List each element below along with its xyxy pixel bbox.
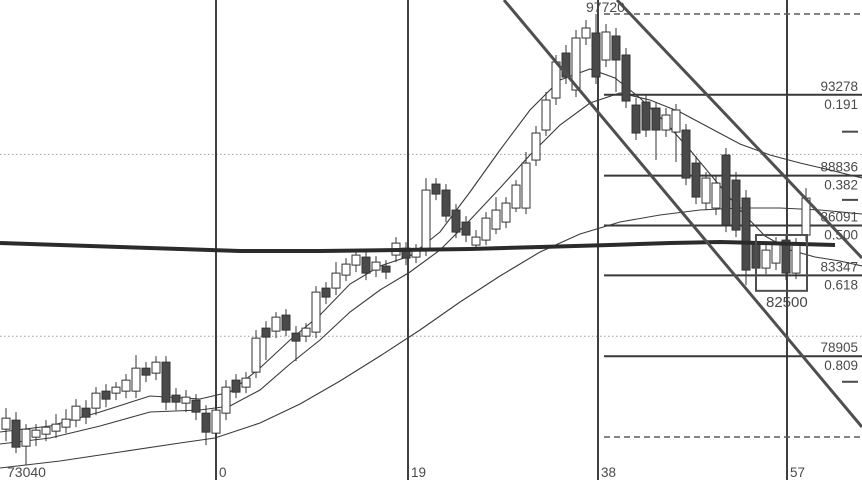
candle-body-down	[171, 394, 181, 403]
candle-body-down	[361, 256, 371, 274]
candle-body-up	[371, 261, 381, 271]
candle-body-up	[61, 418, 71, 428]
fib-price-label: 93278	[820, 79, 858, 94]
peak-high-label: 97720	[586, 0, 625, 15]
candle-body-up	[471, 236, 481, 246]
candle-body-up	[761, 249, 771, 269]
candle-body-down	[281, 314, 291, 331]
candle-body-up	[221, 386, 231, 414]
candle-body-up	[241, 377, 251, 388]
candle-body-up	[301, 327, 311, 337]
candle-body-up	[71, 405, 81, 421]
candle-body-down	[561, 52, 571, 78]
candle-body-down	[261, 327, 271, 338]
candle-body-up	[671, 109, 681, 133]
fib-price-label: 83347	[820, 259, 858, 274]
candle-body-up	[21, 428, 31, 447]
price-box	[755, 233, 808, 292]
candle-body-down	[101, 390, 111, 400]
candle-body-up	[211, 409, 221, 434]
candle-body-up	[521, 162, 531, 209]
candle-body-down	[631, 104, 641, 134]
candle-body-up	[501, 202, 511, 223]
candle-body-down	[621, 54, 631, 102]
candle-body-up	[711, 182, 721, 209]
candle-body-down	[381, 265, 391, 273]
candle-body-down	[641, 101, 651, 131]
candle-body-up	[181, 396, 191, 404]
candle-body-up	[481, 217, 491, 241]
candle-body-up	[491, 209, 501, 230]
candle-body-up	[661, 114, 671, 131]
candle-body-down	[161, 361, 171, 403]
fib-ratio-label: 0.382	[824, 178, 858, 193]
candle-body-down	[11, 419, 21, 448]
candle-body-up	[571, 37, 581, 91]
ma-line-medium	[0, 92, 862, 445]
candle-body-down	[81, 407, 91, 418]
candle-body-down	[191, 399, 201, 413]
candle-body-up	[131, 367, 141, 392]
candle-body-up	[271, 316, 281, 332]
candle-body-up	[51, 423, 61, 432]
candle-body-up	[41, 426, 51, 435]
fib-ratio-label: 0.618	[824, 277, 858, 292]
candle-body-up	[421, 189, 431, 251]
candle-body-up	[791, 244, 801, 274]
candle-body-up	[311, 291, 321, 333]
candle-body-up	[1, 417, 11, 430]
ma-line-thick	[0, 239, 836, 253]
price-box-label: 82500	[766, 294, 808, 311]
candle-body-up	[91, 392, 101, 409]
candle-body-up	[581, 27, 591, 39]
candle-body-down	[141, 367, 151, 376]
fib-price-label: 88836	[820, 160, 858, 175]
candle-body-up	[601, 31, 611, 61]
candle-body-down	[461, 221, 471, 236]
candle-body-down	[231, 379, 241, 393]
x-axis-bar-label: 57	[790, 465, 805, 480]
candle-body-up	[511, 184, 521, 209]
candle-body-down	[731, 179, 741, 231]
x-axis-bar-label: 38	[601, 465, 616, 480]
candle-body-down	[721, 154, 731, 226]
candle-body-up	[531, 132, 541, 161]
candle-body-down	[681, 129, 691, 179]
downtrend-line	[615, 0, 862, 260]
candle-body-up	[31, 429, 41, 438]
candle-body-up	[341, 263, 351, 276]
candle-body-down	[651, 107, 661, 131]
candle-body-up	[351, 254, 361, 266]
fib-ratio-label: 0.809	[824, 358, 858, 373]
candle-body-down	[611, 35, 621, 61]
candle-body-down	[691, 162, 701, 198]
candle-body-down	[201, 412, 211, 433]
x-axis-bar-label: 19	[411, 465, 426, 480]
candle-body-up	[111, 386, 121, 394]
fib-price-label: 78905	[820, 340, 858, 355]
candle-body-up	[331, 272, 341, 289]
candle-body-up	[701, 177, 711, 204]
bottom-left-label: 73040	[7, 464, 46, 480]
candle-body-up	[771, 242, 781, 264]
downtrend-line	[502, 0, 862, 428]
candle-body-down	[451, 209, 461, 233]
candle-body-down	[741, 197, 751, 271]
candle-body-down	[591, 32, 601, 78]
candle-body-up	[251, 337, 261, 373]
candle-body-up	[121, 379, 131, 392]
candle-body-down	[431, 183, 441, 195]
candle-body-down	[291, 332, 301, 342]
candle-body-down	[781, 239, 791, 274]
candle-body-down	[441, 189, 451, 217]
candle-body-down	[321, 287, 331, 298]
candle-body-up	[541, 99, 551, 131]
candle-body-up	[151, 361, 161, 374]
fib-ratio-label: 0.191	[824, 97, 858, 112]
x-axis-bar-label: 0	[219, 465, 227, 480]
